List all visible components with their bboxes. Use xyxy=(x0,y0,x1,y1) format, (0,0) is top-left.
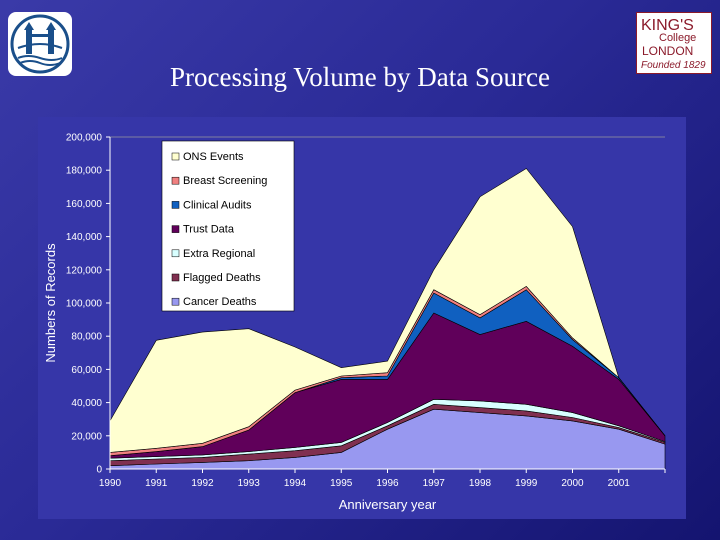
y-tick-label: 100,000 xyxy=(66,299,103,310)
slide-title: Processing Volume by Data Source xyxy=(170,62,550,92)
legend-swatch xyxy=(171,249,180,258)
x-axis-label: Anniversary year xyxy=(339,497,437,512)
y-tick-label: 160,000 xyxy=(66,199,103,210)
legend-label: Flagged Deaths xyxy=(183,272,261,284)
x-tick-label: 1992 xyxy=(191,478,214,489)
chart-legend: ONS Events Breast Screening Clinical Audit… xyxy=(161,140,295,312)
legend-label: Breast Screening xyxy=(183,175,267,187)
area-chart: 0 20,000 40,000 60,000 80,000 100,000 120,000 1… xyxy=(43,133,666,512)
y-tick-label: 80,000 xyxy=(71,332,102,343)
kings-college-logo: KING'S College LONDON Founded 1829 xyxy=(636,12,712,74)
kings-logo-line-3: LONDON xyxy=(642,44,693,58)
x-tick-label: 2000 xyxy=(561,478,584,489)
x-tick-label: 1995 xyxy=(330,478,353,489)
chart-areas xyxy=(109,168,666,470)
y-tick-label: 120,000 xyxy=(66,265,103,276)
legend-swatch xyxy=(171,152,180,161)
y-tick-label: 60,000 xyxy=(71,365,102,376)
legend-label: Cancer Deaths xyxy=(183,296,257,308)
legend-label: Extra Regional xyxy=(183,248,255,260)
area-ons-events xyxy=(109,168,666,453)
tower-bridge-emblem-icon xyxy=(8,12,72,76)
y-tick-label: 20,000 xyxy=(71,431,102,442)
legend-box xyxy=(161,140,295,312)
legend-swatch xyxy=(171,176,180,185)
y-axis-label: Numbers of Records xyxy=(43,243,58,363)
legend-swatch xyxy=(171,225,180,233)
legend-swatch xyxy=(171,273,180,282)
legend-swatch xyxy=(171,201,180,209)
y-tick-label: 140,000 xyxy=(66,232,103,243)
x-tick-label: 1999 xyxy=(515,478,538,489)
y-tick-label: 180,000 xyxy=(66,166,103,177)
x-tick-label: 1997 xyxy=(423,478,446,489)
legend-swatch xyxy=(171,297,180,306)
y-tick-label: 200,000 xyxy=(66,133,103,144)
x-tick-label: 1996 xyxy=(376,478,399,489)
x-tick-label: 1994 xyxy=(284,478,307,489)
kings-logo-line-4: Founded 1829 xyxy=(641,60,706,71)
x-tick-label: 1993 xyxy=(238,478,261,489)
chart-panel: 0 20,000 40,000 60,000 80,000 100,000 120,000 1… xyxy=(38,117,686,519)
y-tick-label: 0 xyxy=(96,465,102,476)
legend-label: ONS Events xyxy=(183,151,244,163)
legend-label: Trust Data xyxy=(183,224,235,236)
kings-logo-line-1: KING'S xyxy=(641,17,694,34)
x-tick-label: 1991 xyxy=(145,478,168,489)
x-tick-label: 1998 xyxy=(469,478,492,489)
chart-axes: 0 20,000 40,000 60,000 80,000 100,000 120,000 1… xyxy=(43,133,666,512)
x-tick-label: 1990 xyxy=(99,478,122,489)
kings-logo-line-2: College xyxy=(659,32,696,44)
y-tick-label: 40,000 xyxy=(71,398,102,409)
legend-label: Clinical Audits xyxy=(183,199,252,211)
x-tick-label: 2001 xyxy=(608,478,631,489)
